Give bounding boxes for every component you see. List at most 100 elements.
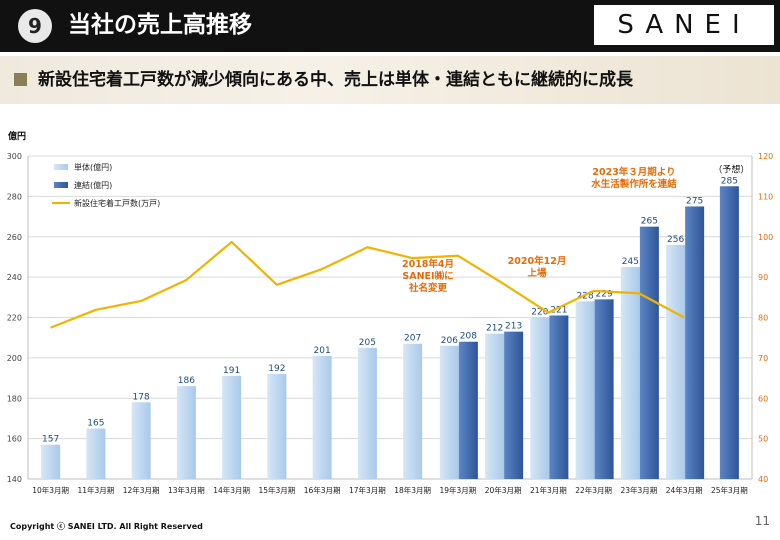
section-number-badge: 9 [18, 9, 52, 43]
data-label-single: 245 [622, 257, 639, 267]
copyright: Copyright ⓒ SANEI LTD. All Right Reserve… [10, 522, 203, 531]
data-label-single: 191 [223, 366, 240, 376]
page-number: 11 [754, 514, 770, 528]
y-tick-label: 140 [7, 475, 22, 484]
bar-single [222, 376, 242, 479]
company-logo: SANEI [594, 5, 774, 45]
legend-swatch-single [54, 164, 68, 170]
bar-single [439, 345, 459, 479]
bar-single [357, 347, 377, 479]
y-unit-label: 億円 [8, 130, 26, 142]
y2-tick-label: 80 [758, 314, 768, 323]
y-tick-label: 260 [7, 233, 22, 242]
data-label-consolidated: 208 [460, 332, 477, 342]
sales-chart: 140 160 180 200 220 240 260 280 300 40 50 60 70 80 90 1… [7, 130, 774, 495]
bar-single [41, 444, 61, 479]
x-tick-label: 15年3月期 [258, 485, 295, 495]
bar-single [131, 402, 151, 479]
y-tick-label: 160 [7, 435, 22, 444]
bar-single [575, 301, 595, 479]
y2-tick-label: 120 [758, 152, 773, 161]
y-tick-label: 220 [7, 314, 22, 323]
bar-single [485, 333, 505, 479]
x-tick-label: 18年3月期 [394, 485, 431, 495]
data-label-consolidated: 229 [596, 289, 613, 299]
data-label-consolidated: 285 [721, 176, 738, 186]
bar-single [312, 355, 332, 479]
y2-tick-label: 100 [758, 233, 773, 242]
y-tick-label: 200 [7, 354, 22, 363]
data-label-single: 165 [87, 419, 104, 429]
header-bar: 9 当社の売上高推移 SANEI [0, 0, 780, 52]
x-tick-label: 22年3月期 [575, 485, 612, 495]
x-tick-label: 21年3月期 [530, 485, 567, 495]
data-label-single: 192 [268, 364, 285, 374]
y-tick-label: 300 [7, 152, 22, 161]
x-tick-label: 12年3月期 [123, 485, 160, 495]
housing-starts-line [50, 240, 685, 329]
bar-single [403, 343, 423, 479]
data-label-single: 201 [314, 346, 331, 356]
x-tick-label: 10年3月期 [32, 485, 69, 495]
legend-swatch-consolidated [54, 182, 68, 188]
data-label-single: 212 [486, 324, 503, 334]
x-tick-label: 17年3月期 [349, 485, 386, 495]
y2-tick-label: 110 [758, 192, 773, 201]
annotation-text: 2018年4月 [402, 258, 454, 270]
y-tick-label: 180 [7, 394, 22, 403]
data-label-single: 157 [42, 435, 59, 445]
annotation-text: 2020年12月 [508, 255, 567, 267]
x-tick-label: 24年3月期 [666, 485, 703, 495]
x-tick-label: 23年3月期 [620, 485, 657, 495]
y-tick-label: 240 [7, 273, 22, 282]
x-tick-label: 16年3月期 [304, 485, 341, 495]
y2-tick-label: 60 [758, 394, 768, 403]
y2-tick-label: 40 [758, 475, 768, 484]
data-label-single: 228 [577, 291, 594, 301]
data-label-single: 256 [667, 235, 684, 245]
y2-tick-label: 90 [758, 273, 768, 282]
y-tick-label: 280 [7, 192, 22, 201]
x-tick-label: 19年3月期 [439, 485, 476, 495]
x-tick-label: 20年3月期 [485, 485, 522, 495]
data-label-single: 207 [404, 334, 421, 344]
bar-single [267, 374, 287, 479]
legend-label-line: 新設住宅着工戸数(万戸) [74, 198, 160, 208]
data-label-consolidated: 275 [686, 196, 703, 206]
page-title: 当社の売上高推移 [68, 12, 252, 38]
y2-tick-label: 70 [758, 354, 768, 363]
legend-label-single: 単体(億円) [74, 162, 112, 172]
bar-single [530, 317, 550, 479]
data-label-consolidated: 213 [505, 322, 522, 332]
bar-consolidated [594, 299, 614, 479]
data-label-single: 220 [531, 308, 548, 318]
data-label-single: 178 [133, 392, 150, 402]
annotation-text: 水生活製作所を連結 [591, 178, 677, 190]
bar-single [176, 386, 196, 479]
bar-consolidated [719, 186, 739, 479]
x-tick-label: 14年3月期 [213, 485, 250, 495]
headline-banner: 新設住宅着工戸数が減少傾向にある中、売上は単体・連結ともに継続的に成長 [0, 56, 780, 104]
bar-single [620, 267, 640, 479]
annotation-text: 上場 [527, 267, 547, 279]
data-label-consolidated: 221 [550, 305, 567, 315]
data-label-single: 205 [359, 338, 376, 348]
bar-consolidated [639, 226, 659, 479]
bar-consolidated [458, 341, 478, 479]
data-label-consolidated: 265 [641, 217, 658, 227]
annotation-text: 社名変更 [408, 282, 448, 294]
x-tick-label: 25年3月期 [711, 485, 748, 495]
y2-tick-label: 50 [758, 435, 768, 444]
annotation-text: SANEI㈱に [402, 270, 453, 282]
bar-consolidated [685, 206, 705, 479]
annotation-text: 2023年３月期より [592, 166, 675, 178]
data-label-single: 186 [178, 376, 195, 386]
bar-single [86, 428, 106, 479]
x-tick-label: 13年3月期 [168, 485, 205, 495]
bar-consolidated [504, 331, 524, 479]
legend-label-consolidated: 連結(億円) [74, 180, 112, 190]
x-tick-label: 11年3月期 [77, 485, 114, 495]
bullet-square-icon [14, 73, 27, 86]
data-label-single: 206 [441, 336, 458, 346]
bar-consolidated [549, 315, 569, 479]
